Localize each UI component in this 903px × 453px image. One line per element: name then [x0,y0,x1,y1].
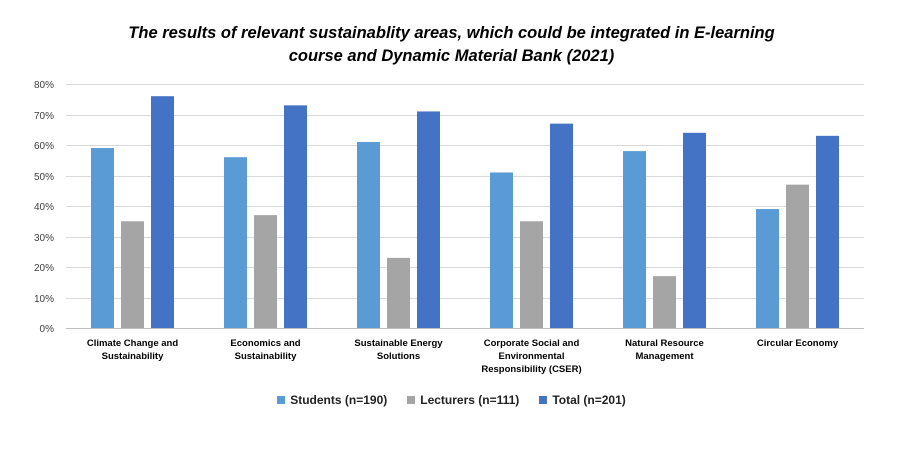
legend-swatch [277,396,286,404]
x-category-label-line: Sustainable Energy [354,338,443,349]
x-category-label-line: Sustainability [102,351,164,362]
x-category-label-line: Sustainability [235,351,297,362]
bar [653,276,676,328]
bar [224,157,247,328]
chart-title-line-1: The results of relevant sustainablity ar… [128,24,775,42]
legend-item: Lecturers (n=111) [407,393,519,407]
bar [417,111,440,328]
x-category-label-line: Management [635,351,694,362]
y-tick-label: 30% [34,233,54,244]
bar [284,105,307,328]
bar [254,215,277,328]
legend-item: Students (n=190) [277,393,387,407]
legend-swatch [407,396,416,404]
bar [816,135,839,328]
bar [786,184,809,328]
x-category-label: Circular Economy [757,338,839,349]
x-category-label-line: Corporate Social and [484,338,580,349]
x-category-label: Corporate Social and Environmental Respons… [481,338,581,375]
bar [756,209,779,328]
x-category-label-line: Climate Change and [87,338,179,349]
y-tick-label: 10% [34,294,54,305]
bar [623,151,646,328]
x-category-label: Economics and Sustainability [230,338,300,362]
bar [91,148,114,328]
x-category-label: Sustainable Energy Solutions [354,338,443,362]
x-category-label: Natural Resource Management [625,338,704,362]
legend-item: Total (n=201) [539,393,626,407]
bar [151,96,174,328]
chart-title: The results of relevant sustainablity ar… [100,22,803,68]
legend: Students (n=190) Lecturers (n=111) Total (… [0,393,903,407]
bar [683,132,706,328]
x-category-label: Climate Change and Sustainability [87,338,179,362]
legend-swatch [539,396,548,404]
legend-label: Students (n=190) [290,393,388,407]
y-tick-label: 0% [40,324,55,335]
y-tick-label: 40% [34,202,54,213]
x-category-label-line: Environmental [499,351,565,362]
legend-label: Total (n=201) [552,393,626,407]
y-tick-label: 60% [34,141,54,152]
bar [387,257,410,328]
x-category-label-line: Circular Economy [757,338,839,349]
x-category-label-line: Solutions [377,351,420,362]
bar [490,172,513,328]
bar [121,221,144,328]
x-category-label-line: Natural Resource [625,338,704,349]
x-category-label-line: Responsibility (CSER) [481,364,581,375]
y-tick-label: 50% [34,172,54,183]
bar [550,123,573,329]
legend-label: Lecturers (n=111) [420,393,520,407]
y-tick-label: 70% [34,111,54,122]
chart-title-line-2: course and Dynamic Material Bank (2021) [288,47,615,65]
x-category-label-line: Economics and [230,338,300,349]
bar [357,141,380,328]
y-tick-label: 80% [34,80,54,91]
bar [520,221,543,328]
y-tick-label: 20% [34,263,54,274]
